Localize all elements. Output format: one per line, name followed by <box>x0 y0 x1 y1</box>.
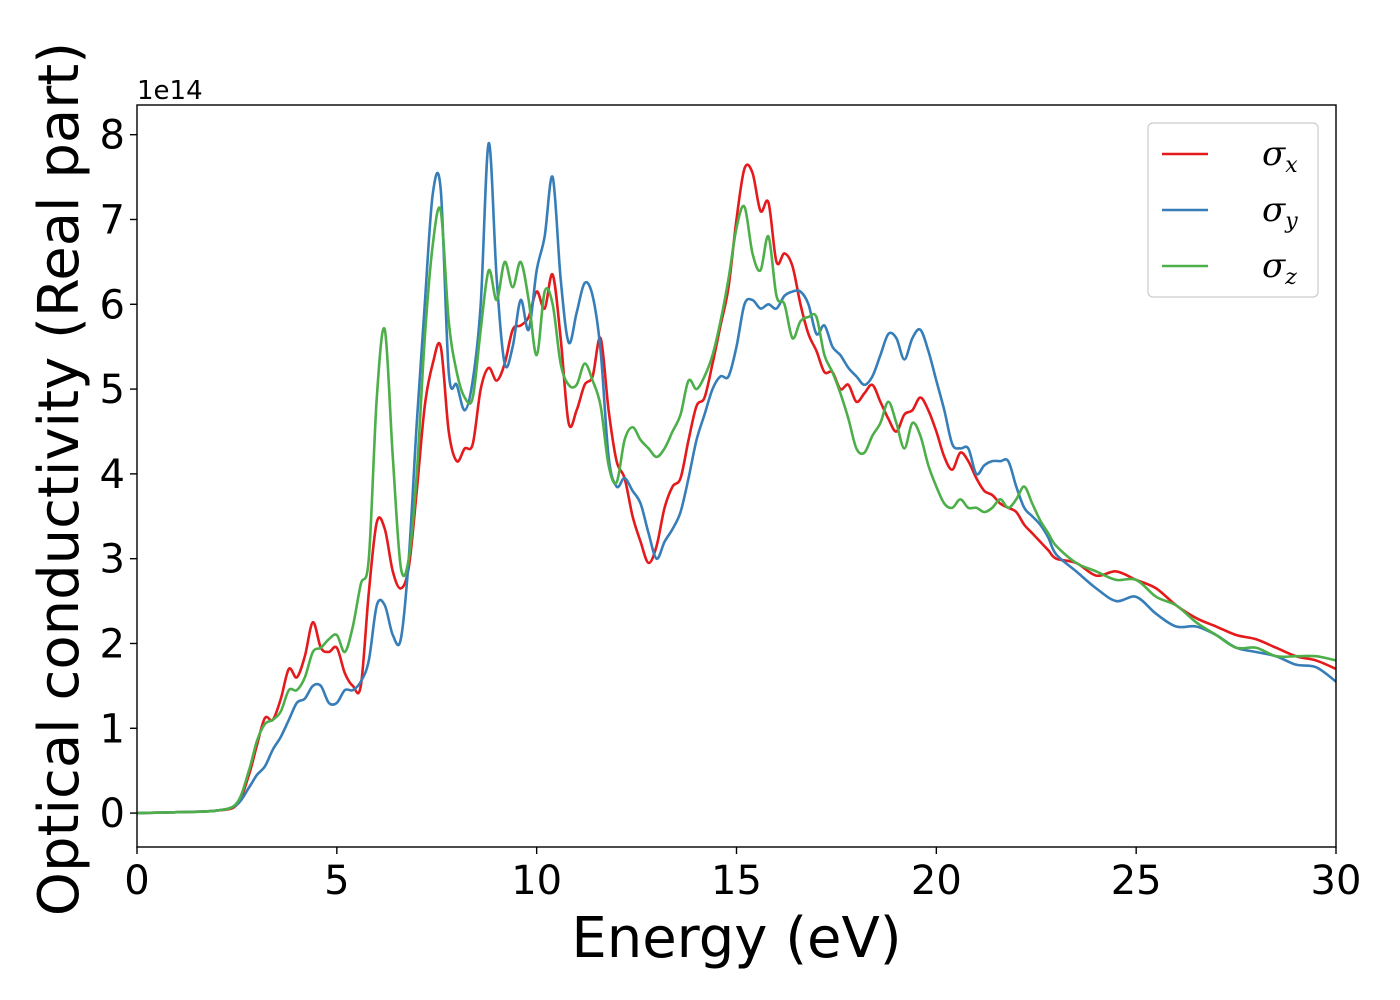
x-tick-label: 30 <box>1311 858 1362 904</box>
y-tick-label: 0 <box>100 791 125 837</box>
ticks-layer: 0 5 10 15 20 25 30 0 1 2 3 4 5 6 7 8 <box>100 113 1362 904</box>
y-tick-label: 3 <box>100 537 125 583</box>
y-tick-label: 6 <box>100 282 125 328</box>
y-tick-label: 8 <box>100 113 125 159</box>
y-tick-label: 2 <box>100 621 125 667</box>
y-offset-text: 1e14 <box>137 76 203 106</box>
legend-box <box>1147 122 1319 298</box>
series-line-z <box>137 204 1336 815</box>
y-tick-label: 4 <box>100 452 125 498</box>
series-layer <box>137 141 1336 815</box>
x-axis-label: Energy (eV) <box>571 906 901 971</box>
series-line-y <box>137 141 1336 815</box>
x-tick-label: 5 <box>324 858 349 904</box>
x-tick-label: 20 <box>911 858 962 904</box>
x-tick-label: 15 <box>711 858 762 904</box>
y-tick-label: 7 <box>100 197 125 243</box>
legend-label-y: σy <box>1262 190 1298 234</box>
y-axis-label: Optical conductivity (Real part) <box>27 42 92 916</box>
x-tick-label: 10 <box>511 858 562 904</box>
y-tick-label: 1 <box>100 706 125 752</box>
x-tick-label: 25 <box>1111 858 1162 904</box>
x-tick-label: 0 <box>124 858 149 904</box>
y-tick-label: 5 <box>100 367 125 413</box>
